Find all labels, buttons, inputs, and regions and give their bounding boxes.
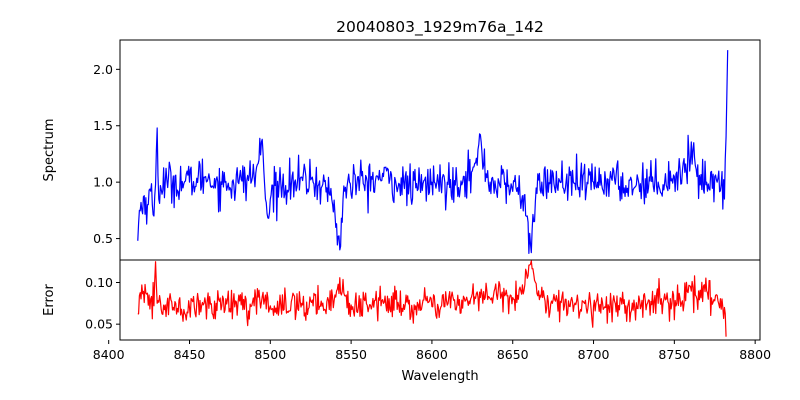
chart-title: 20040803_1929m76a_142 [336,18,544,37]
spectrum-panel: 0.5 1.0 1.5 2.0 Spectrum [42,39,761,261]
y-tick-label: 0.5 [93,231,113,246]
error-panel: 0.05 0.10 Error [42,259,761,341]
x-tick-label: 8450 [174,347,206,362]
x-tick-label: 8750 [658,347,690,362]
x-tick-label: 8400 [93,347,125,362]
y-tick-label: 1.5 [93,118,113,133]
spectrum-series-line [137,50,729,254]
spectrum-axes-frame [119,39,761,261]
error-y-ticks: 0.05 0.10 [85,275,120,332]
spectrum-line-group [137,50,729,254]
y-tick-label: 0.10 [85,275,113,290]
x-ticks: 8400 8450 8500 8550 8600 8650 8700 8750 8800 [93,340,771,362]
error-y-axis-label: Error [42,284,57,316]
x-tick-label: 8550 [335,347,367,362]
error-axes-frame [119,259,761,341]
y-tick-label: 2.0 [93,62,113,77]
x-tick-label: 8650 [497,347,529,362]
x-tick-label: 8600 [416,347,448,362]
x-tick-label: 8800 [739,347,771,362]
error-series-line [137,260,727,337]
y-tick-label: 0.05 [85,317,113,332]
x-tick-label: 8700 [578,347,610,362]
spectrum-y-ticks: 0.5 1.0 1.5 2.0 [93,62,120,246]
x-axis-label: Wavelength [401,369,478,384]
y-tick-label: 1.0 [93,175,113,190]
spectrum-y-axis-label: Spectrum [42,119,57,182]
x-tick-label: 8500 [254,347,286,362]
error-line-group [137,260,727,337]
